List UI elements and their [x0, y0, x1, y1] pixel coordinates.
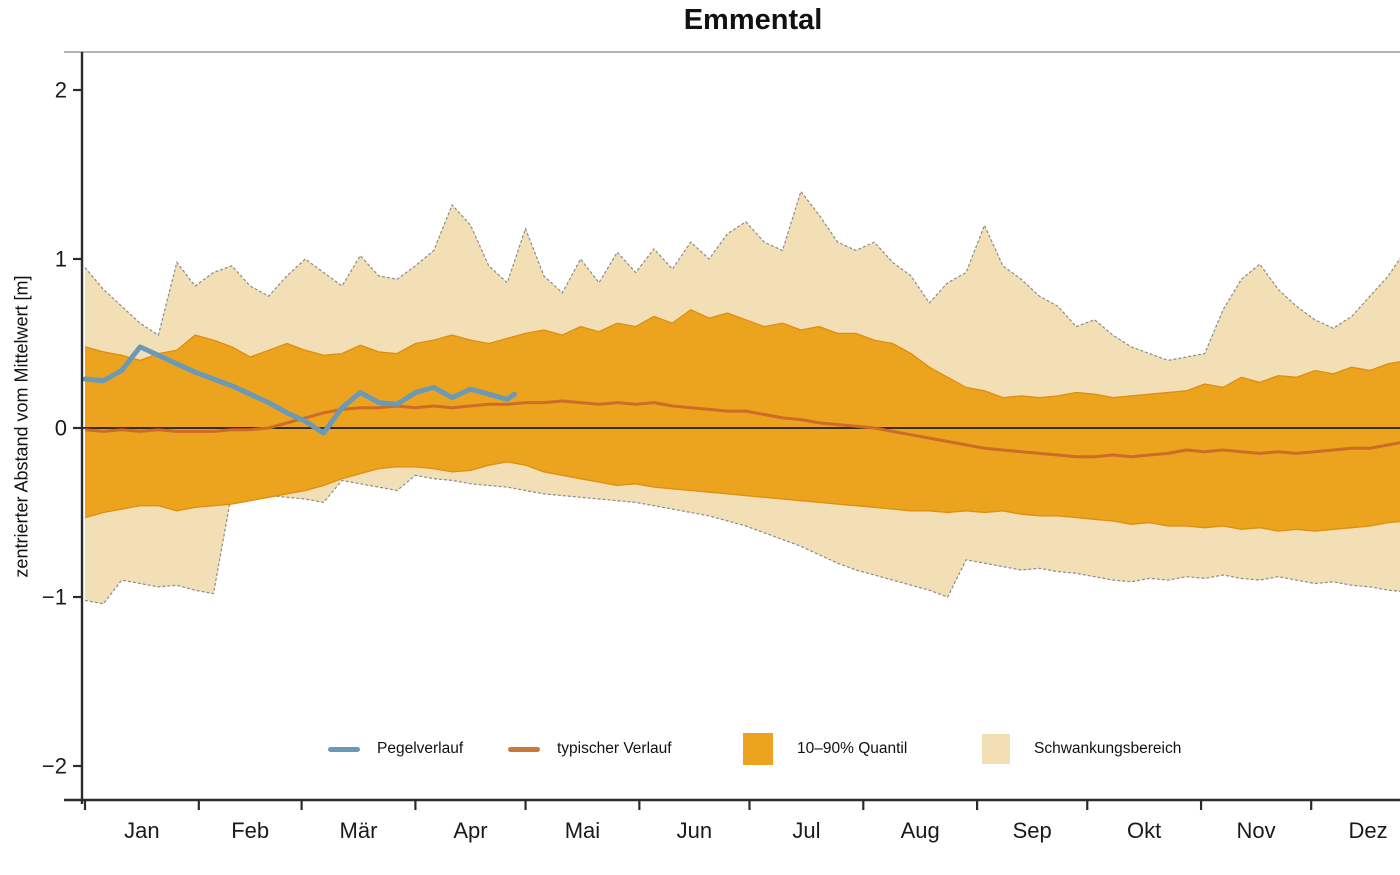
x-axis-month-label: Mai: [565, 818, 600, 843]
x-axis-month-label: Apr: [453, 818, 487, 843]
x-axis-month-label: Mär: [340, 818, 378, 843]
y-tick-label: 2: [55, 78, 67, 103]
x-axis-month-label: Jul: [792, 818, 820, 843]
axes: [64, 51, 1400, 810]
x-axis-month-label: Jun: [677, 818, 712, 843]
x-axis-month-label: Jan: [124, 818, 159, 843]
x-axis-month-label: Aug: [901, 818, 940, 843]
y-tick-label: 1: [55, 247, 67, 272]
y-axis-labels: 2 1 0 −1 −2: [42, 78, 67, 779]
y-tick-label: −2: [42, 754, 67, 779]
x-axis-month-label: Sep: [1013, 818, 1052, 843]
series-lines: [82, 344, 1400, 459]
y-tick-label: 0: [55, 416, 67, 441]
x-axis-month-label: Feb: [231, 818, 269, 843]
y-tick-label: −1: [42, 585, 67, 610]
chart-title: Emmental: [683, 4, 823, 36]
x-axis-month-label: Okt: [1127, 818, 1161, 843]
x-axis-month-label: Dez: [1349, 818, 1388, 843]
x-axis-month-label: Nov: [1237, 818, 1276, 843]
quantile-bands: [84, 190, 1400, 605]
x-axis-labels: Jan Feb Mär Apr Mai Jun Jul Aug Sep Okt Nov Dez: [124, 818, 1387, 843]
